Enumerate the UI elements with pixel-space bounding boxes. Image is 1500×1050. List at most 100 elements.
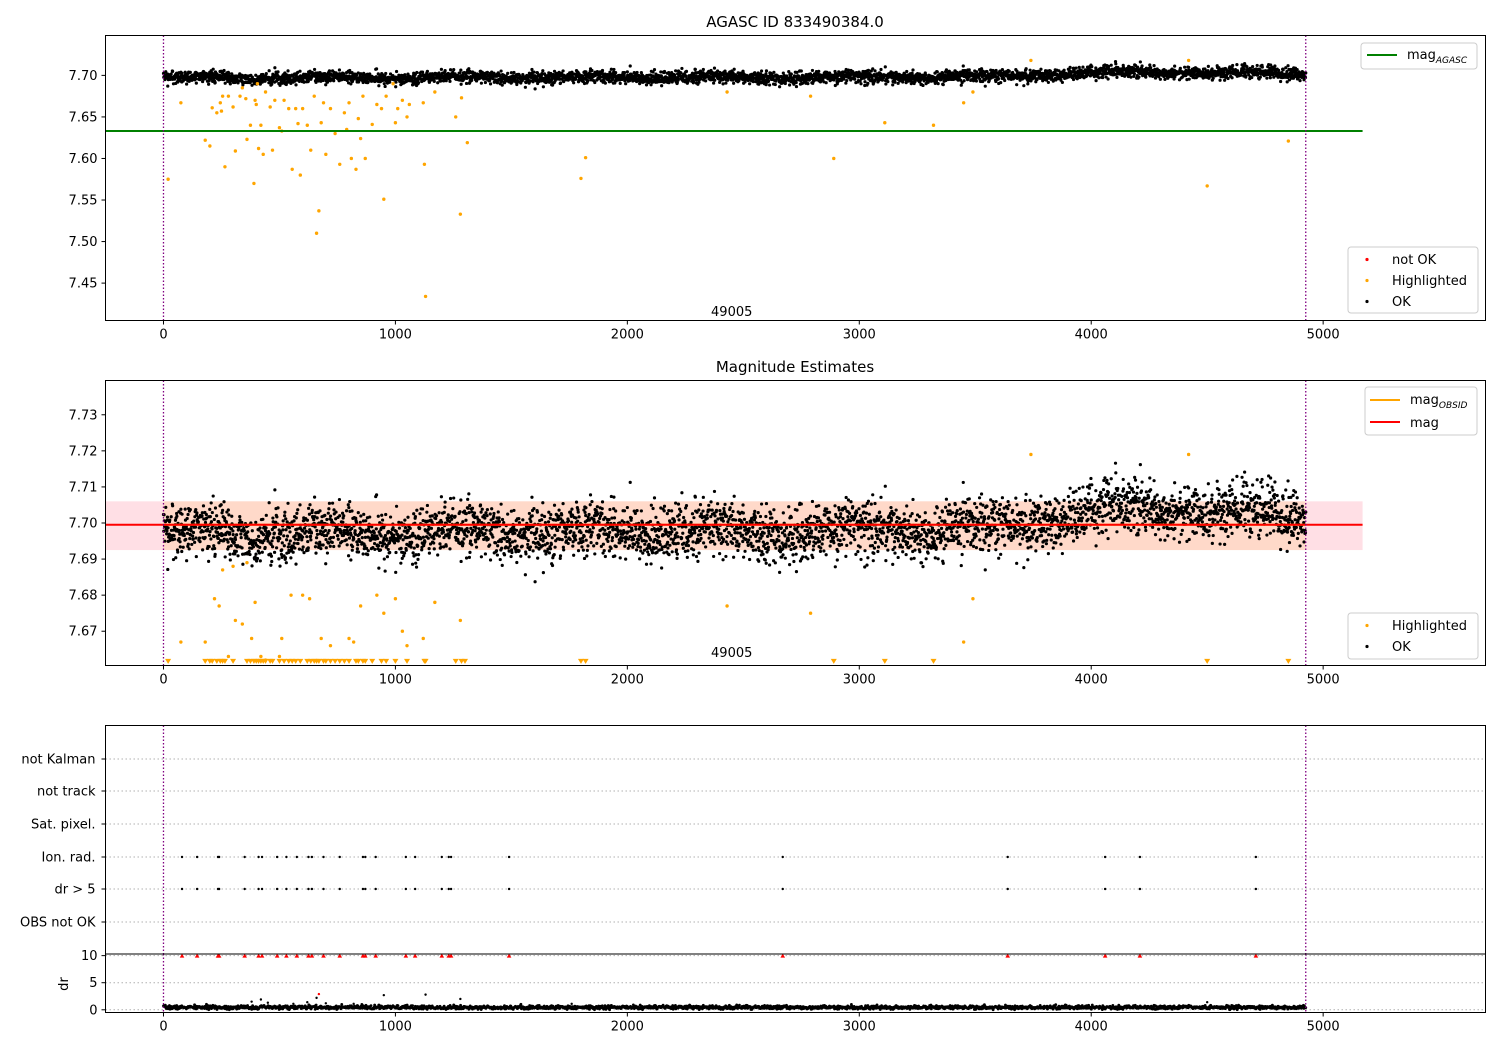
highlighted-point bbox=[253, 98, 257, 103]
ok-point bbox=[315, 532, 320, 536]
ok-point bbox=[278, 83, 282, 87]
ok-point bbox=[223, 555, 227, 559]
ok-point bbox=[197, 536, 202, 540]
ok-point bbox=[383, 74, 387, 78]
ok-point bbox=[789, 72, 793, 76]
ok-point bbox=[338, 514, 342, 518]
ok-point bbox=[384, 512, 388, 517]
ok-point bbox=[773, 82, 777, 87]
ok-point bbox=[169, 72, 173, 76]
ok-point bbox=[1187, 77, 1191, 81]
ok-point bbox=[184, 537, 188, 541]
ok-point bbox=[845, 78, 849, 83]
x-tick-label: 1000 bbox=[379, 328, 412, 343]
ok-point bbox=[283, 556, 288, 560]
ok-point bbox=[1003, 78, 1007, 83]
ok-point bbox=[251, 545, 256, 549]
legend-label-highlighted: Highlighted bbox=[1392, 274, 1467, 289]
ok-point bbox=[337, 68, 342, 72]
ok-point bbox=[1218, 78, 1222, 82]
ok-point bbox=[967, 68, 971, 72]
ok-point bbox=[380, 513, 384, 517]
highlighted-point bbox=[270, 148, 275, 152]
ok-point bbox=[388, 80, 392, 84]
ok-point bbox=[323, 513, 327, 517]
ok-point bbox=[1279, 79, 1283, 84]
ok-point bbox=[263, 545, 267, 550]
ok-point bbox=[264, 72, 268, 76]
highlighted-point bbox=[321, 101, 326, 105]
ok-point bbox=[1090, 64, 1094, 69]
ok-point bbox=[377, 84, 381, 88]
ok-point bbox=[432, 79, 436, 83]
ok-point bbox=[166, 526, 170, 530]
highlighted-point bbox=[231, 105, 235, 109]
highlighted-point bbox=[349, 156, 354, 161]
ok-point bbox=[394, 504, 399, 508]
ok-point bbox=[509, 71, 513, 75]
ok-point bbox=[270, 82, 274, 86]
highlighted-point bbox=[254, 102, 258, 107]
ok-point bbox=[732, 67, 736, 71]
legend-marker-highlighted bbox=[1365, 278, 1369, 283]
highlighted-point bbox=[361, 94, 365, 98]
ok-point bbox=[794, 84, 799, 89]
ok-point bbox=[366, 553, 370, 557]
ok-point bbox=[1132, 72, 1136, 76]
ok-point bbox=[712, 81, 716, 85]
ok-point bbox=[308, 503, 312, 507]
panel-1-annotation: 49005 bbox=[711, 305, 752, 320]
ok-point bbox=[314, 551, 318, 555]
ok-point bbox=[195, 511, 199, 515]
ok-point bbox=[975, 70, 979, 74]
ok-point bbox=[1211, 76, 1215, 80]
ok-point bbox=[293, 546, 297, 550]
ok-point bbox=[394, 570, 398, 574]
ok-point bbox=[261, 533, 266, 537]
ok-point bbox=[374, 527, 378, 531]
ok-point bbox=[288, 539, 292, 543]
ok-point bbox=[222, 537, 226, 541]
ok-point bbox=[271, 536, 276, 540]
ok-point bbox=[293, 537, 298, 541]
ok-point bbox=[1258, 75, 1262, 79]
ok-point bbox=[376, 514, 380, 518]
ok-point bbox=[590, 68, 594, 73]
ok-point bbox=[479, 81, 483, 85]
ok-point bbox=[270, 539, 274, 543]
ok-point bbox=[270, 559, 274, 564]
ok-point bbox=[294, 516, 298, 520]
ok-point bbox=[295, 511, 299, 515]
highlighted-point bbox=[382, 197, 386, 201]
ok-point bbox=[207, 533, 212, 537]
ok-point bbox=[287, 526, 292, 530]
highlighted-point bbox=[273, 98, 277, 103]
ok-point bbox=[236, 554, 240, 558]
ok-point bbox=[308, 534, 313, 538]
ok-point bbox=[693, 67, 697, 72]
ok-point bbox=[346, 503, 350, 507]
panel-1-title: AGASC ID 833490384.0 bbox=[706, 13, 884, 31]
ok-point bbox=[196, 520, 200, 524]
ok-point bbox=[439, 79, 443, 83]
ok-point bbox=[1094, 79, 1098, 83]
ok-point bbox=[212, 544, 216, 548]
highlighted-point bbox=[396, 106, 400, 111]
ok-point bbox=[267, 501, 271, 505]
ok-point bbox=[296, 541, 300, 546]
ok-point bbox=[194, 81, 198, 85]
highlighted-point bbox=[400, 98, 405, 103]
ok-point bbox=[368, 72, 372, 76]
highlighted-point bbox=[583, 155, 588, 160]
ok-point bbox=[612, 67, 616, 72]
ok-point bbox=[382, 82, 386, 86]
ok-point bbox=[1074, 66, 1078, 70]
ok-point bbox=[1242, 67, 1246, 71]
ok-point bbox=[1298, 79, 1302, 83]
ok-point bbox=[768, 83, 772, 87]
ok-point bbox=[1183, 65, 1187, 69]
ok-point bbox=[241, 562, 245, 566]
ok-point bbox=[345, 78, 349, 83]
ok-point bbox=[305, 535, 309, 539]
ok-point bbox=[374, 67, 379, 71]
